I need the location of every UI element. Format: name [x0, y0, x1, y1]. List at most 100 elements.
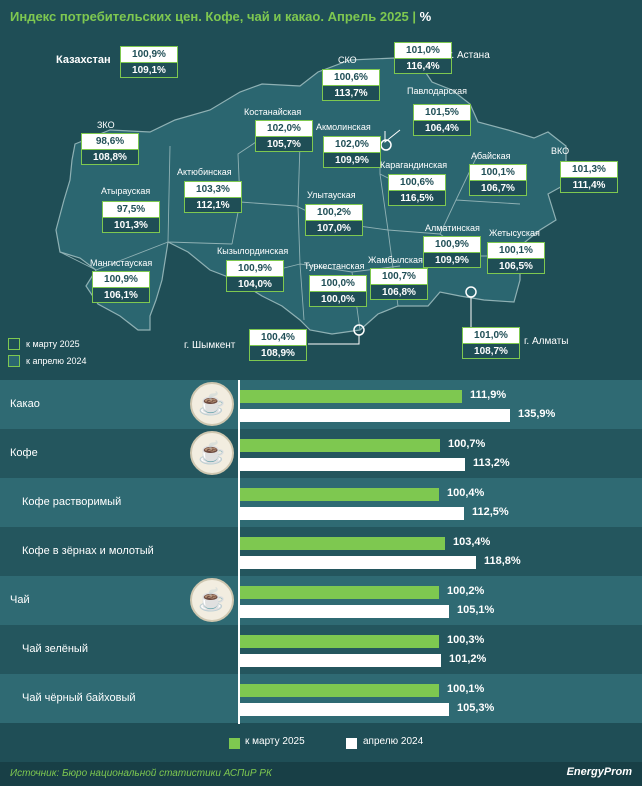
value-april: 106,7% — [469, 180, 527, 196]
title-separator: | — [412, 9, 417, 24]
shymkent-pointer — [308, 335, 360, 345]
title-unit: % — [419, 9, 432, 24]
value-april: 108,8% — [81, 149, 139, 165]
map-legend-april: к апрелю 2024 — [8, 355, 87, 367]
value-april: 116,4% — [394, 58, 452, 74]
value-april: 109,9% — [323, 152, 381, 168]
value-april: 109,9% — [423, 252, 481, 268]
source-note: Источник: Бюро национальной статистики А… — [10, 768, 272, 779]
value-box-abay: 100,1% 106,7% — [469, 164, 527, 196]
bar-april — [240, 703, 449, 716]
value-box-shymkent: 100,4% 108,9% — [249, 329, 307, 361]
value-april: 101,3% — [102, 217, 160, 233]
value-april: 108,7% — [462, 343, 520, 359]
astana-marker — [380, 139, 392, 151]
bar-march — [240, 537, 445, 550]
value-april: 106,4% — [413, 120, 471, 136]
energyprom-logo: EnergyProm — [566, 766, 632, 778]
legend-swatch-march — [229, 738, 240, 749]
data-label: 135,9% — [518, 408, 556, 420]
map-legend-march: к марту 2025 — [8, 338, 87, 350]
legend-swatch — [8, 338, 20, 350]
value-box-aktobe: 103,3% 112,1% — [184, 181, 242, 213]
value-march: 100,6% — [322, 69, 380, 85]
category-label: Кофе — [10, 447, 38, 459]
region-label-kyzylorda: Кызылординская — [217, 246, 289, 256]
value-april: 111,4% — [560, 177, 618, 193]
value-box-almaty-region: 100,9% 109,9% — [423, 236, 481, 268]
value-march: 97,5% — [102, 201, 160, 217]
value-april: 113,7% — [322, 85, 380, 101]
bar-april — [240, 556, 476, 569]
value-box-ulytau: 100,2% 107,0% — [305, 204, 363, 236]
category-label: Кофе в зёрнах и молотый — [22, 545, 154, 557]
data-label: 105,1% — [457, 604, 495, 616]
value-april: 108,9% — [249, 345, 307, 361]
astana-pointer — [384, 129, 401, 144]
legend-label-march: к марту 2025 — [245, 736, 305, 747]
value-april: 116,5% — [388, 190, 446, 206]
data-label: 100,7% — [448, 438, 486, 450]
category-label: Чай зелёный — [22, 643, 88, 655]
region-label-astana: г. Астана — [449, 50, 490, 61]
chart-title: Индекс потребительских цен. Кофе, чай и … — [10, 9, 431, 24]
value-box-karaganda: 100,6% 116,5% — [388, 174, 446, 206]
value-april: 106,8% — [370, 284, 428, 300]
value-march: 100,9% — [120, 46, 178, 62]
legend-label-april: апрелю 2024 — [363, 736, 424, 747]
bar-chart: Какао ☕ 111,9% 135,9% Кофе ☕ 100,7% 113,2% Кофе … — [0, 380, 642, 724]
value-march: 98,6% — [81, 133, 139, 149]
data-label: 111,9% — [470, 389, 507, 401]
value-march: 100,6% — [388, 174, 446, 190]
bar-march — [240, 439, 440, 452]
region-label-zhambyl: Жамбылская — [368, 255, 423, 265]
category-label: Чай чёрный байховый — [22, 692, 136, 704]
value-march: 100,9% — [423, 236, 481, 252]
value-march: 100,9% — [226, 260, 284, 276]
region-label-ulytau: Улытауская — [307, 190, 356, 200]
value-box-kyzylorda: 100,9% 104,0% — [226, 260, 284, 292]
value-box-pavlodar: 101,5% 106,4% — [413, 104, 471, 136]
region-label-almaty-region: Алматинская — [425, 223, 480, 233]
category-label: Какао — [10, 398, 40, 410]
value-box-zhetysu: 100,1% 106,5% — [487, 242, 545, 274]
legend-swatch — [8, 355, 20, 367]
region-label-zhetysu: Жетысуская — [489, 228, 540, 238]
legend-swatch-april — [346, 738, 357, 749]
data-label: 105,3% — [457, 702, 495, 714]
value-march: 100,1% — [469, 164, 527, 180]
value-box-atyrau: 97,5% 101,3% — [102, 201, 160, 233]
region-label-karaganda: Карагандинская — [380, 160, 448, 170]
value-march: 100,4% — [249, 329, 307, 345]
data-label: 103,4% — [453, 536, 491, 548]
title-bar: Индекс потребительских цен. Кофе, чай и … — [0, 0, 642, 34]
bar-march — [240, 684, 439, 697]
value-box-kostanay: 102,0% 105,7% — [255, 120, 313, 152]
bar-april — [240, 654, 441, 667]
value-march: 102,0% — [255, 120, 313, 136]
chart-axis-line — [238, 380, 240, 724]
value-box-sko: 100,6% 113,7% — [322, 69, 380, 101]
tea-cup-icon: ☕ — [190, 578, 234, 622]
region-label-turkestan: Туркестанская — [304, 261, 365, 271]
value-march: 100,1% — [487, 242, 545, 258]
cocoa-cup-icon: ☕ — [190, 382, 234, 426]
data-label: 100,2% — [447, 585, 485, 597]
data-label: 113,2% — [473, 457, 510, 469]
value-box-mangistau: 100,9% 106,1% — [92, 271, 150, 303]
legend-label: к марту 2025 — [26, 339, 80, 349]
title-text: Индекс потребительских цен. Кофе, чай и … — [10, 9, 409, 24]
value-april: 106,1% — [92, 287, 150, 303]
region-label-kostanay: Костанайская — [244, 107, 302, 117]
value-box-zko: 98,6% 108,8% — [81, 133, 139, 165]
value-box-kazakhstan: 100,9% 109,1% — [120, 46, 178, 78]
value-april: 106,5% — [487, 258, 545, 274]
bar-march — [240, 586, 439, 599]
data-label: 101,2% — [449, 653, 487, 665]
value-box-turkestan: 100,0% 100,0% — [309, 275, 367, 307]
value-april: 109,1% — [120, 62, 178, 78]
value-march: 101,5% — [413, 104, 471, 120]
legend-label: к апрелю 2024 — [26, 356, 87, 366]
bar-april — [240, 409, 510, 422]
value-april: 100,0% — [309, 291, 367, 307]
